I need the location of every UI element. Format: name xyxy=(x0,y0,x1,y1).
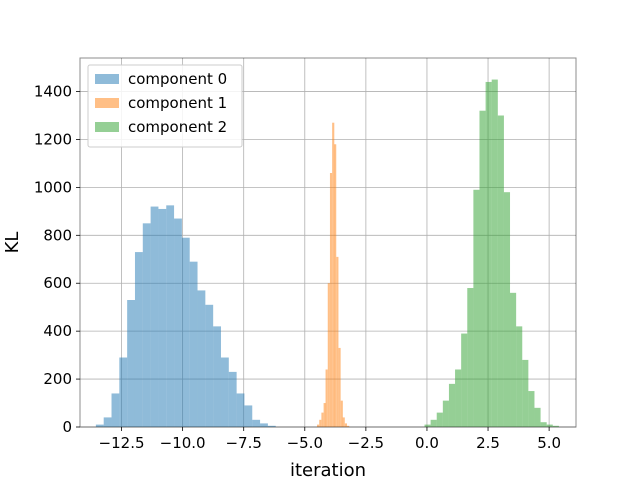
histogram-bar xyxy=(95,424,104,427)
x-tick-label: −2.5 xyxy=(348,434,384,452)
y-axis-title: KL xyxy=(2,232,23,254)
histogram-bar xyxy=(236,393,245,427)
histogram-bar xyxy=(344,423,347,427)
histogram-bar xyxy=(142,223,151,427)
plot-frame xyxy=(79,57,577,428)
histogram-bar xyxy=(181,237,190,427)
x-tick-label: 5.0 xyxy=(537,434,561,452)
histogram-bar xyxy=(150,206,159,427)
histogram-bar xyxy=(485,81,492,428)
x-tick-label: 0.0 xyxy=(415,434,439,452)
histogram-bar xyxy=(455,369,462,427)
histogram-bar xyxy=(467,288,474,427)
histogram-bar xyxy=(317,424,320,427)
histogram-bar xyxy=(319,419,322,427)
x-tick-label: −7.5 xyxy=(225,434,261,452)
histogram-bar xyxy=(111,393,120,427)
x-axis-ticks: −12.5 −10.0 −7.5 −5.0 −2.5 0.0 2.5 5.0 xyxy=(99,427,561,452)
histogram-bar xyxy=(342,417,345,427)
y-tick-label: 0 xyxy=(62,418,72,436)
y-tick-label: 1400 xyxy=(34,83,72,101)
x-tick-label: −5.0 xyxy=(287,434,323,452)
x-tick-label: 2.5 xyxy=(476,434,500,452)
x-axis-title: iteration xyxy=(290,460,366,480)
histogram-bar xyxy=(244,405,253,427)
legend-swatch xyxy=(95,74,119,84)
y-tick-label: 1000 xyxy=(34,178,72,196)
histogram-bar xyxy=(134,252,143,427)
histogram-bar xyxy=(166,205,175,427)
histogram-bar xyxy=(522,359,529,427)
histogram-bars xyxy=(95,79,559,428)
histogram-bar xyxy=(442,400,449,427)
histogram-bar xyxy=(325,369,328,427)
histogram-bar xyxy=(213,326,221,427)
histogram-bar xyxy=(336,256,339,427)
y-tick-label: 1200 xyxy=(34,130,72,148)
histogram-bar xyxy=(503,192,511,427)
histogram-bar xyxy=(510,292,517,427)
histogram-bar xyxy=(267,425,276,427)
histogram-bar xyxy=(205,304,214,427)
histogram-bar xyxy=(220,357,229,427)
x-tick-label: −12.5 xyxy=(99,434,145,452)
histogram-bar xyxy=(329,173,333,427)
y-tick-label: 800 xyxy=(43,226,72,244)
histogram-bar xyxy=(516,326,523,427)
histogram-bar xyxy=(546,424,553,427)
histogram-bar xyxy=(321,412,324,427)
series-0-bars xyxy=(95,205,276,427)
histogram-bar xyxy=(479,110,486,427)
y-tick-label: 200 xyxy=(43,370,72,388)
histogram-bar xyxy=(430,419,437,427)
histogram-bar xyxy=(347,425,350,427)
histogram-bar xyxy=(189,261,198,427)
histogram-bar xyxy=(436,412,443,427)
y-axis-ticks: 0 200 400 600 800 1000 1200 1400 xyxy=(34,83,80,436)
series-1-bars xyxy=(317,122,350,428)
histogram-bar xyxy=(497,115,504,427)
legend-label: component 1 xyxy=(128,94,227,112)
histogram-bar xyxy=(260,423,268,427)
histogram-bar xyxy=(340,400,343,427)
histogram-bar xyxy=(473,189,480,427)
legend-swatch xyxy=(95,122,119,132)
histogram-bar xyxy=(491,79,498,427)
x-tick-label: −10.0 xyxy=(160,434,206,452)
legend-label: component 0 xyxy=(128,70,227,88)
histogram-bar xyxy=(338,347,341,427)
histogram-bar xyxy=(448,383,456,427)
legend: component 0 component 1 component 2 xyxy=(87,64,243,148)
histogram-bar xyxy=(174,218,182,427)
histogram-bar xyxy=(252,419,261,427)
histogram-bar xyxy=(228,371,237,427)
histogram-bar xyxy=(424,424,431,427)
histogram-bar xyxy=(158,208,167,427)
histogram-bar xyxy=(461,333,468,427)
histogram-bar xyxy=(119,357,128,427)
series-2-bars xyxy=(424,79,559,428)
histogram-bar xyxy=(552,425,559,427)
legend-box xyxy=(87,64,243,148)
histogram-bar xyxy=(327,283,330,427)
histogram-bar xyxy=(534,407,541,427)
histogram-bar xyxy=(127,300,135,427)
histogram-bar xyxy=(528,391,535,427)
histogram-bar xyxy=(332,122,335,428)
legend-swatch xyxy=(95,98,119,108)
y-tick-label: 600 xyxy=(43,274,72,292)
y-tick-label: 400 xyxy=(43,322,72,340)
histogram-bar xyxy=(197,290,206,427)
legend-label: component 2 xyxy=(128,118,227,136)
histogram-bar xyxy=(334,144,337,427)
histogram-bar xyxy=(323,403,326,427)
histogram-bar xyxy=(103,417,112,427)
histogram-bar xyxy=(540,422,547,427)
